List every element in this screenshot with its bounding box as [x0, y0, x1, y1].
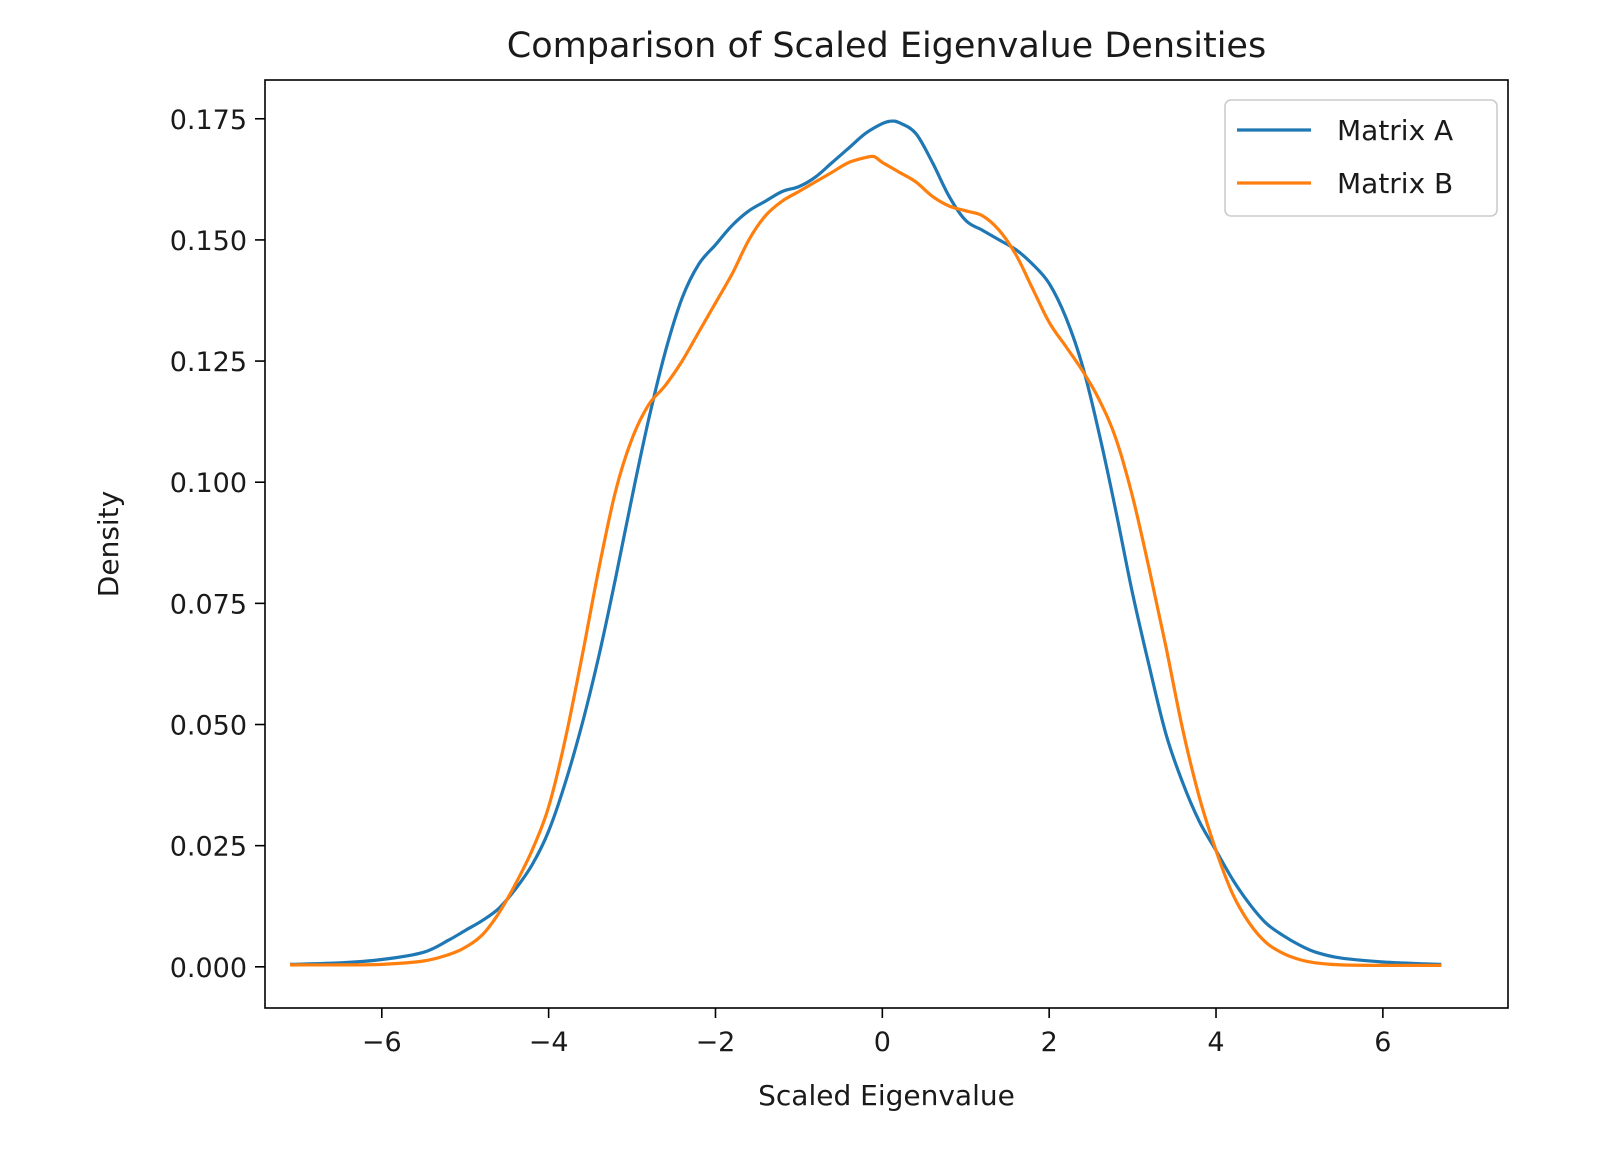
y-tick-label: 0.000	[170, 953, 247, 984]
x-tick-label: −6	[362, 1027, 402, 1058]
y-tick-label: 0.175	[170, 105, 247, 136]
y-tick-label: 0.025	[170, 832, 247, 863]
y-tick-label: 0.150	[170, 226, 247, 257]
series-line-matrix-b	[289, 154, 1442, 968]
y-tick-label: 0.075	[170, 589, 247, 620]
x-tick-label: 6	[1374, 1027, 1391, 1058]
y-tick-label: 0.100	[170, 468, 247, 499]
y-axis-title: Density	[92, 491, 125, 597]
x-tick-label: 4	[1207, 1027, 1224, 1058]
x-tick-label: 2	[1041, 1027, 1058, 1058]
legend: Matrix A Matrix B	[1224, 99, 1498, 217]
x-axis-title: Scaled Eigenvalue	[758, 1079, 1015, 1112]
legend-label: Matrix B	[1337, 167, 1453, 200]
x-axis: −6 −4 −2 0 2 4 6	[362, 1008, 1391, 1058]
x-tick-label: −2	[696, 1027, 736, 1058]
plot-area	[264, 79, 1509, 1009]
legend-label: Matrix A	[1337, 114, 1453, 147]
x-tick-label: 0	[874, 1027, 891, 1058]
series-line-matrix-a	[289, 119, 1442, 966]
y-tick-label: 0.125	[170, 347, 247, 378]
x-tick-label: −4	[529, 1027, 569, 1058]
chart-title: Comparison of Scaled Eigenvalue Densitie…	[507, 26, 1266, 66]
plot-frame	[264, 79, 1509, 1009]
y-tick-label: 0.050	[170, 711, 247, 742]
y-axis: 0.000 0.025 0.050 0.075 0.100 0.125 0.150 0.175	[170, 105, 265, 984]
series-layer	[289, 119, 1442, 968]
